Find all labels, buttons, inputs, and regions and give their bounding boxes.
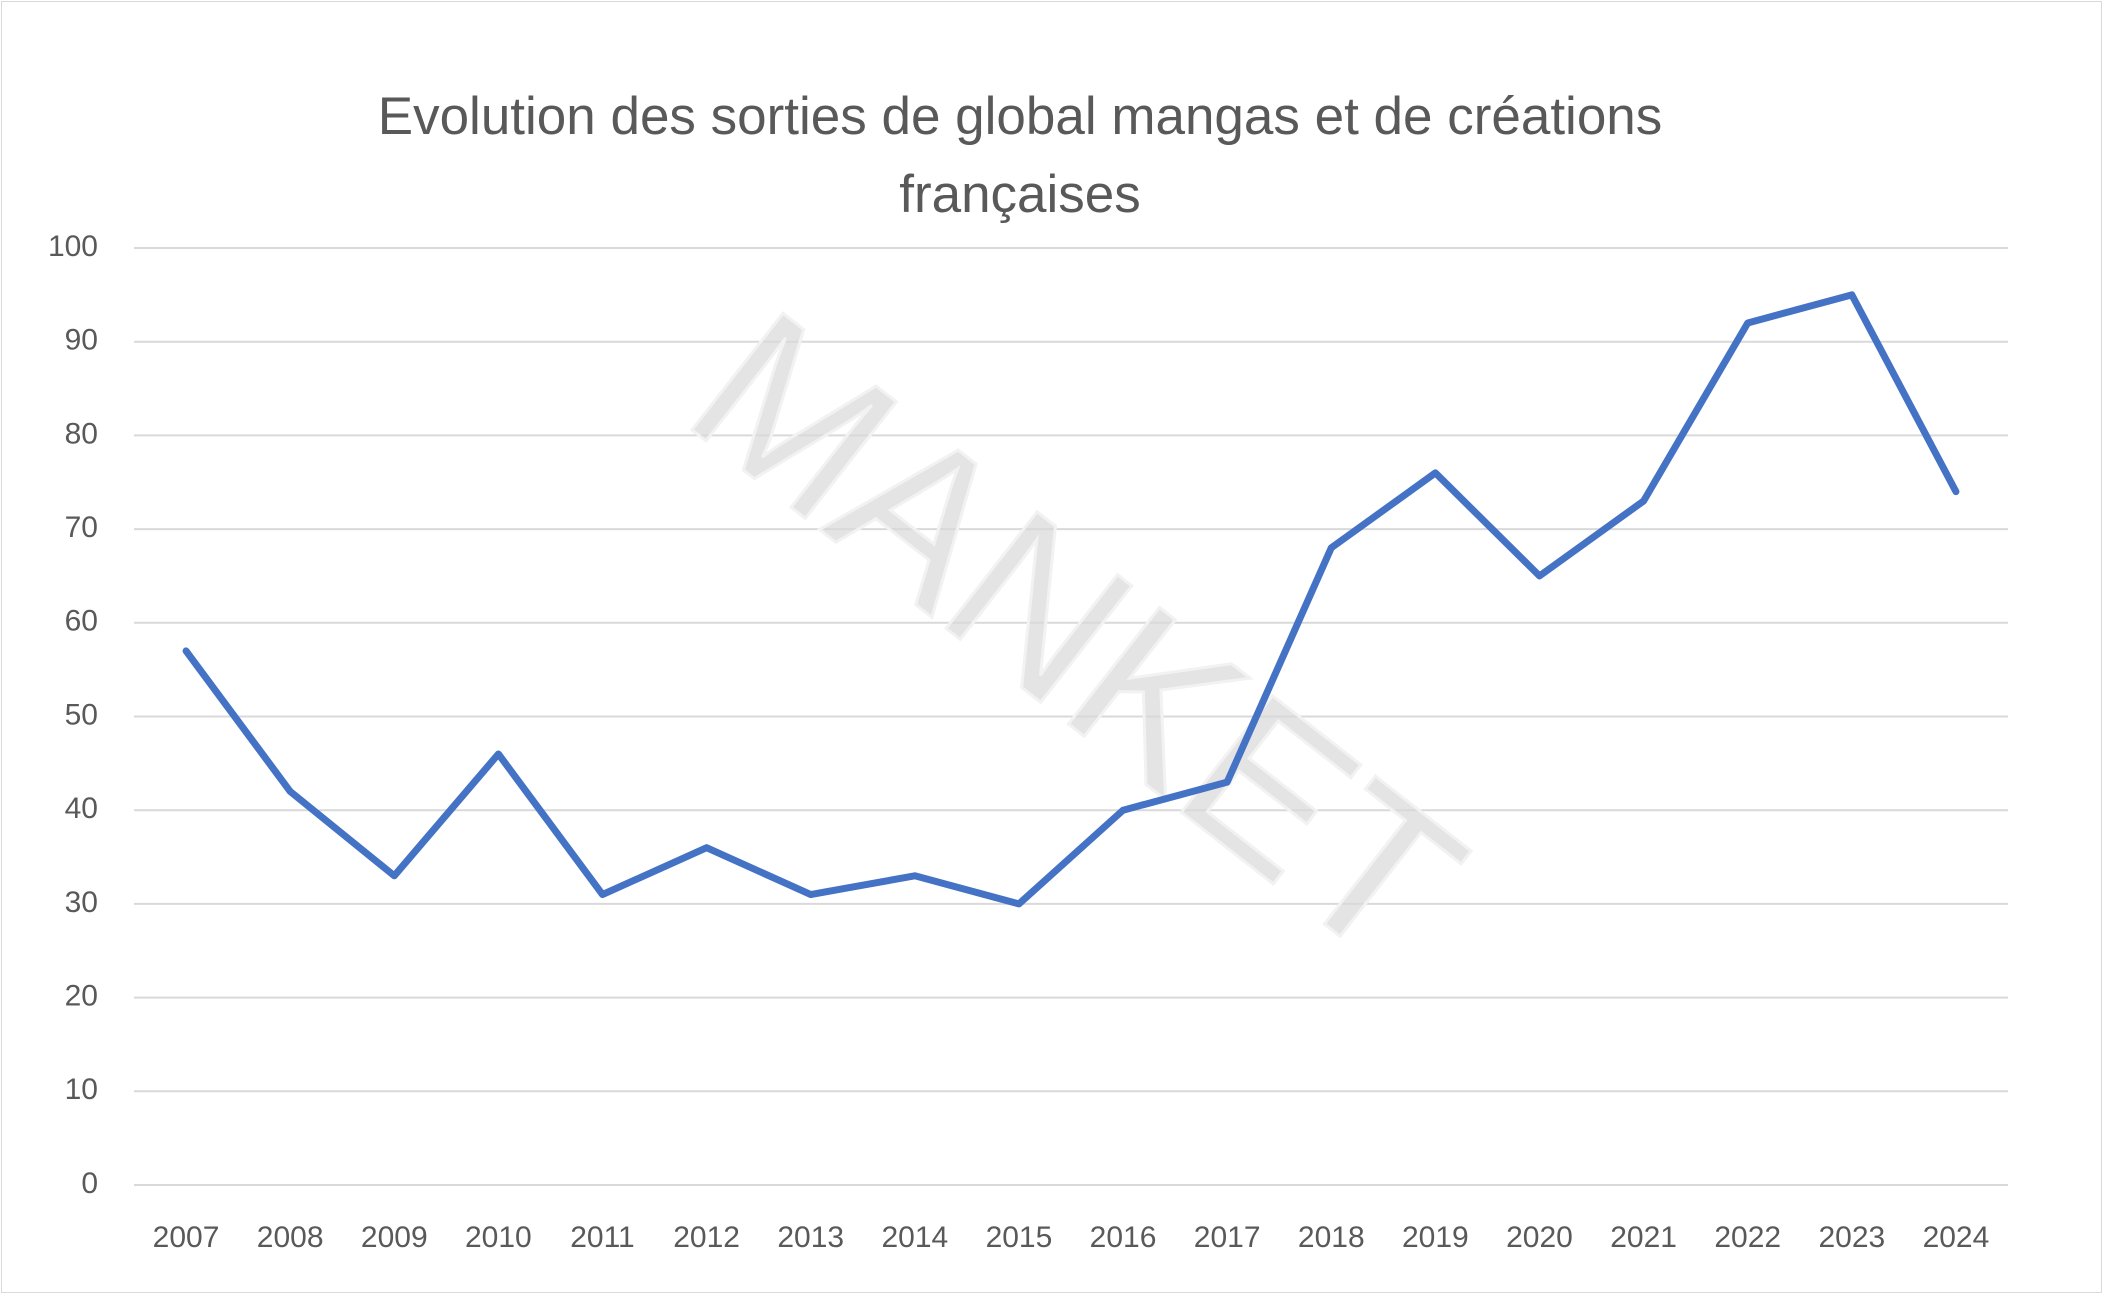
y-tick-label: 60 (65, 605, 98, 638)
y-tick-label: 40 (65, 792, 98, 825)
x-tick-label: 2014 (881, 1221, 948, 1254)
x-tick-label: 2008 (257, 1221, 324, 1254)
x-tick-label: 2021 (1610, 1221, 1677, 1254)
data-line (182, 291, 1960, 908)
x-tick-label: 2010 (465, 1221, 532, 1254)
x-tick-label: 2009 (361, 1221, 428, 1254)
x-tick-label: 2011 (570, 1221, 635, 1254)
x-tick-label: 2023 (1818, 1221, 1885, 1254)
y-tick-label: 90 (65, 324, 98, 357)
y-tick-label: 20 (65, 980, 98, 1013)
y-tick-label: 30 (65, 886, 98, 919)
x-tick-label: 2013 (777, 1221, 844, 1254)
x-tick-label: 2024 (1923, 1221, 1990, 1254)
x-tick-label: 2015 (986, 1221, 1053, 1254)
y-tick-label: 10 (65, 1073, 98, 1106)
x-tick-label: 2016 (1090, 1221, 1157, 1254)
watermark: MANKET (650, 265, 1504, 1006)
x-tick-label: 2018 (1298, 1221, 1365, 1254)
x-tick-label: 2020 (1506, 1221, 1573, 1254)
x-tick-label: 2007 (153, 1221, 220, 1254)
chart-title: Evolution des sorties de global mangas e… (377, 87, 1663, 224)
y-tick-label: 50 (65, 698, 98, 731)
y-tick-label: 80 (65, 417, 98, 450)
x-tick-label: 2017 (1194, 1221, 1261, 1254)
y-tick-label: 100 (48, 230, 98, 263)
x-tick-label: 2022 (1714, 1221, 1781, 1254)
x-tick-label: 2019 (1402, 1221, 1469, 1254)
y-tick-label: 0 (81, 1167, 98, 1200)
y-tick-label: 70 (65, 511, 98, 544)
x-tick-label: 2012 (673, 1221, 740, 1254)
